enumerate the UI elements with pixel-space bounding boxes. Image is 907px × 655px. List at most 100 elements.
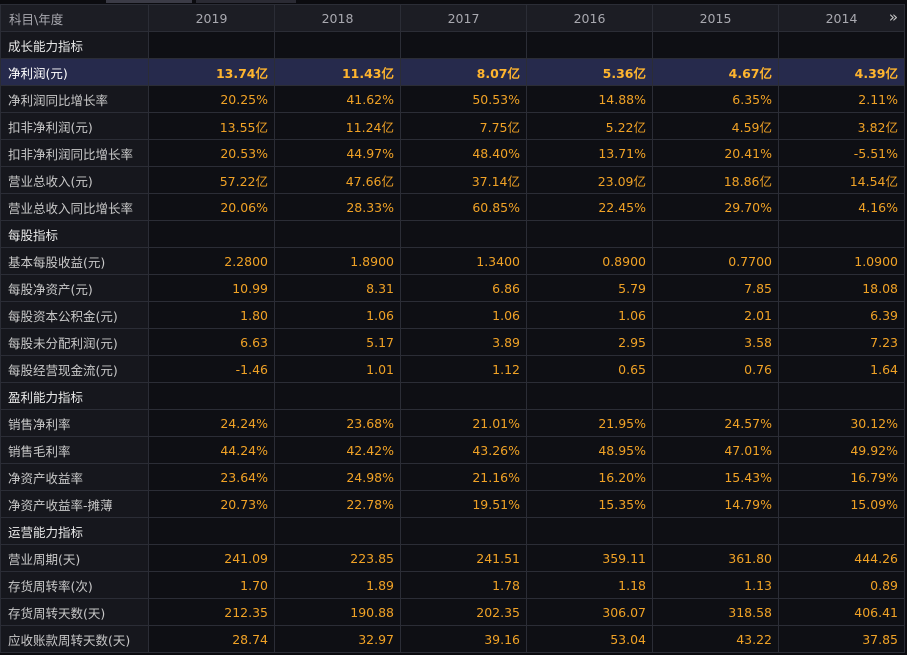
double-chevron-right-icon[interactable]: »: [888, 8, 898, 26]
table-row[interactable]: 营业周期(天) 241.09 223.85 241.51 359.11 361.80 444…: [0, 544, 905, 572]
value-cell: 1.06: [526, 301, 653, 329]
table-row[interactable]: 净资产收益率-摊薄 20.73% 22.78% 19.51% 15.35% 14.79% 1…: [0, 490, 905, 518]
value-cell: 1.12: [400, 355, 527, 383]
value-cell: 5.22亿: [526, 112, 653, 140]
value-cell: 22.78%: [274, 490, 401, 518]
empty-cell: [148, 517, 275, 545]
value-cell: 4.59亿: [652, 112, 779, 140]
value-cell: 18.08: [778, 274, 905, 302]
value-cell: 28.33%: [274, 193, 401, 221]
value-cell: 18.86亿: [652, 166, 779, 194]
empty-cell: [148, 220, 275, 248]
row-label: 净利润(元): [0, 58, 149, 86]
row-label: 营业总收入同比增长率: [0, 193, 149, 221]
value-cell: 5.36亿: [526, 58, 653, 86]
value-cell: 23.68%: [274, 409, 401, 437]
value-cell: 41.62%: [274, 85, 401, 113]
year-header[interactable]: 2016: [526, 4, 653, 32]
value-cell: 20.41%: [652, 139, 779, 167]
value-cell: 2.01: [652, 301, 779, 329]
value-cell: 47.01%: [652, 436, 779, 464]
empty-cell: [526, 31, 653, 59]
value-cell: 212.35: [148, 598, 275, 626]
value-cell: 4.67亿: [652, 58, 779, 86]
table-row[interactable]: 存货周转率(次) 1.70 1.89 1.78 1.18 1.13 0.89: [0, 571, 905, 599]
value-cell: 7.75亿: [400, 112, 527, 140]
value-cell: 0.7700: [652, 247, 779, 275]
table-row[interactable]: 基本每股收益(元) 2.2800 1.8900 1.3400 0.8900 0.7700 1…: [0, 247, 905, 275]
value-cell: 16.79%: [778, 463, 905, 491]
row-label: 存货周转天数(天): [0, 598, 149, 626]
table-row[interactable]: 存货周转天数(天) 212.35 190.88 202.35 306.07 318.58 4…: [0, 598, 905, 626]
table-row[interactable]: 扣非净利润(元) 13.55亿 11.24亿 7.75亿 5.22亿 4.59亿 3.82亿: [0, 112, 905, 140]
year-header[interactable]: 2018: [274, 4, 401, 32]
value-cell: 1.64: [778, 355, 905, 383]
value-cell: 43.26%: [400, 436, 527, 464]
section-header-row: 运营能力指标: [0, 517, 905, 545]
table-row[interactable]: 净利润(元) 13.74亿 11.43亿 8.07亿 5.36亿 4.67亿 4.39亿: [0, 58, 905, 86]
empty-cell: [400, 382, 527, 410]
value-cell: 1.80: [148, 301, 275, 329]
value-cell: 0.76: [652, 355, 779, 383]
value-cell: 21.01%: [400, 409, 527, 437]
row-label: 每股经营现金流(元): [0, 355, 149, 383]
table-row[interactable]: 销售毛利率 44.24% 42.42% 43.26% 48.95% 47.01% 49.92…: [0, 436, 905, 464]
value-cell: 32.97: [274, 625, 401, 653]
table-row[interactable]: 每股资本公积金(元) 1.80 1.06 1.06 1.06 2.01 6.39: [0, 301, 905, 329]
table-row[interactable]: 销售净利率 24.24% 23.68% 21.01% 21.95% 24.57% 30.12…: [0, 409, 905, 437]
table-row[interactable]: 扣非净利润同比增长率 20.53% 44.97% 48.40% 13.71% 20.41%…: [0, 139, 905, 167]
empty-cell: [274, 31, 401, 59]
empty-cell: [274, 220, 401, 248]
table-row[interactable]: 每股经营现金流(元) -1.46 1.01 1.12 0.65 0.76 1.64: [0, 355, 905, 383]
value-cell: 1.0900: [778, 247, 905, 275]
value-cell: 10.99: [148, 274, 275, 302]
empty-cell: [778, 517, 905, 545]
row-label: 应收账款周转天数(天): [0, 625, 149, 653]
empty-cell: [148, 31, 275, 59]
value-cell: 8.31: [274, 274, 401, 302]
value-cell: 42.42%: [274, 436, 401, 464]
value-cell: 48.40%: [400, 139, 527, 167]
value-cell: 359.11: [526, 544, 653, 572]
value-cell: 11.24亿: [274, 112, 401, 140]
row-label: 营业总收入(元): [0, 166, 149, 194]
value-cell: 5.79: [526, 274, 653, 302]
table-row[interactable]: 每股未分配利润(元) 6.63 5.17 3.89 2.95 3.58 7.23: [0, 328, 905, 356]
row-label: 扣非净利润(元): [0, 112, 149, 140]
row-label: 净资产收益率-摊薄: [0, 490, 149, 518]
empty-cell: [652, 31, 779, 59]
row-label: 营业周期(天): [0, 544, 149, 572]
value-cell: 1.89: [274, 571, 401, 599]
row-label: 销售毛利率: [0, 436, 149, 464]
empty-cell: [652, 220, 779, 248]
tab-indicator[interactable]: [196, 0, 296, 3]
year-header[interactable]: 2017: [400, 4, 527, 32]
value-cell: 15.35%: [526, 490, 653, 518]
tab-indicator[interactable]: [106, 0, 192, 3]
table-row[interactable]: 营业总收入同比增长率 20.06% 28.33% 60.85% 22.45% 29.70%…: [0, 193, 905, 221]
value-cell: -5.51%: [778, 139, 905, 167]
table-row[interactable]: 净资产收益率 23.64% 24.98% 21.16% 16.20% 15.43% 16.7…: [0, 463, 905, 491]
table-row[interactable]: 每股净资产(元) 10.99 8.31 6.86 5.79 7.85 18.08: [0, 274, 905, 302]
table-row[interactable]: 营业总收入(元) 57.22亿 47.66亿 37.14亿 23.09亿 18.86亿 14…: [0, 166, 905, 194]
value-cell: 19.51%: [400, 490, 527, 518]
value-cell: 3.58: [652, 328, 779, 356]
table-row[interactable]: 应收账款周转天数(天) 28.74 32.97 39.16 53.04 43.22 37.8…: [0, 625, 905, 653]
value-cell: 2.2800: [148, 247, 275, 275]
value-cell: 241.51: [400, 544, 527, 572]
value-cell: 57.22亿: [148, 166, 275, 194]
year-header[interactable]: 2015: [652, 4, 779, 32]
value-cell: 361.80: [652, 544, 779, 572]
year-header-last[interactable]: 2014 »: [778, 4, 905, 32]
value-cell: 190.88: [274, 598, 401, 626]
value-cell: 1.13: [652, 571, 779, 599]
empty-cell: [526, 220, 653, 248]
section-header-row: 盈利能力指标: [0, 382, 905, 410]
table-row[interactable]: 净利润同比增长率 20.25% 41.62% 50.53% 14.88% 6.35% 2.1…: [0, 85, 905, 113]
section-title: 成长能力指标: [0, 31, 149, 59]
empty-cell: [400, 220, 527, 248]
value-cell: 50.53%: [400, 85, 527, 113]
value-cell: 24.57%: [652, 409, 779, 437]
empty-cell: [652, 382, 779, 410]
year-header[interactable]: 2019: [148, 4, 275, 32]
